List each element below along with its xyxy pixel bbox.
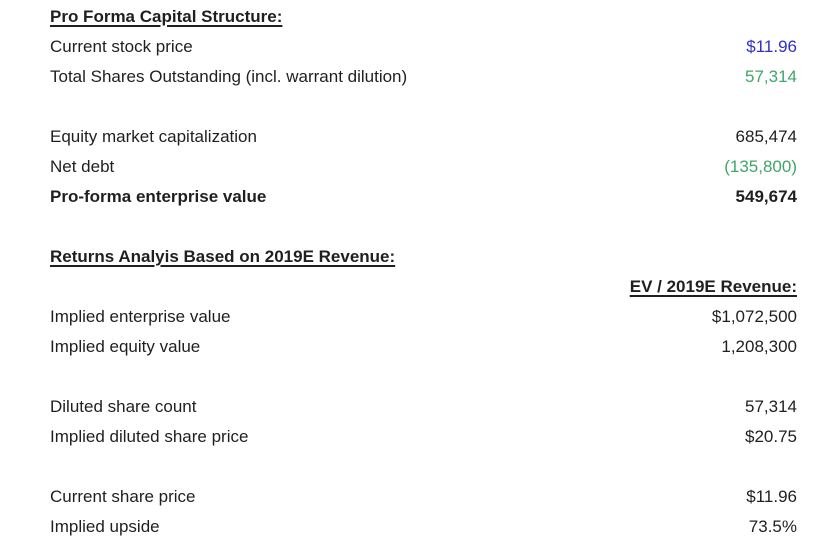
table-row: Net debt (135,800) <box>50 152 797 182</box>
row-label: Implied upside <box>50 517 160 536</box>
spacer-row <box>50 452 797 482</box>
row-label: Implied diluted share price <box>50 427 249 446</box>
table-row: Total Shares Outstanding (incl. warrant … <box>50 62 797 92</box>
row-value: $11.96 <box>746 487 797 506</box>
table-row: Pro-forma enterprise value 549,674 <box>50 182 797 212</box>
row-label: Current stock price <box>50 37 193 56</box>
spacer-row <box>50 212 797 242</box>
table-row: Implied equity value 1,208,300 <box>50 332 797 362</box>
table-row: Implied diluted share price $20.75 <box>50 422 797 452</box>
spacer-row <box>50 362 797 392</box>
row-value: 73.5% <box>748 517 797 536</box>
column-header-label: EV / 2019E Revenue: <box>629 277 797 296</box>
table-row: Implied upside 73.5% <box>50 512 797 542</box>
section-heading-label: Returns Analyis Based on 2019E Revenue: <box>50 247 396 266</box>
table-row: Diluted share count 57,314 <box>50 392 797 422</box>
table-row: Current stock price $11.96 <box>50 32 797 62</box>
row-value: 57,314 <box>745 397 797 416</box>
row-label: Current share price <box>50 487 196 506</box>
table-row: Current share price $11.96 <box>50 482 797 512</box>
row-label: Diluted share count <box>50 397 197 416</box>
row-value: $1,072,500 <box>711 307 797 326</box>
section-heading-label: Pro Forma Capital Structure: <box>50 7 283 26</box>
row-label: Implied equity value <box>50 337 201 356</box>
row-label: Total Shares Outstanding (incl. warrant … <box>50 67 408 86</box>
row-label: Net debt <box>50 157 115 176</box>
section-heading: Pro Forma Capital Structure: <box>50 2 797 32</box>
row-label: Implied enterprise value <box>50 307 231 326</box>
row-value: 57,314 <box>745 67 797 86</box>
row-value: $20.75 <box>745 427 797 446</box>
column-header: EV / 2019E Revenue: <box>50 272 797 302</box>
worksheet-rows: Pro Forma Capital Structure: Current stoc… <box>50 2 797 542</box>
table-row: Implied enterprise value $1,072,500 <box>50 302 797 332</box>
row-label: Pro-forma enterprise value <box>50 187 267 206</box>
row-value: 549,674 <box>735 187 797 206</box>
section-heading: Returns Analyis Based on 2019E Revenue: <box>50 242 797 272</box>
spacer-row <box>50 92 797 122</box>
table-row: Equity market capitalization 685,474 <box>50 122 797 152</box>
row-label: Equity market capitalization <box>50 127 257 146</box>
row-value: 685,474 <box>735 127 797 146</box>
row-value: (135,800) <box>724 157 797 176</box>
row-value: $11.96 <box>746 37 797 56</box>
row-value: 1,208,300 <box>721 337 797 356</box>
